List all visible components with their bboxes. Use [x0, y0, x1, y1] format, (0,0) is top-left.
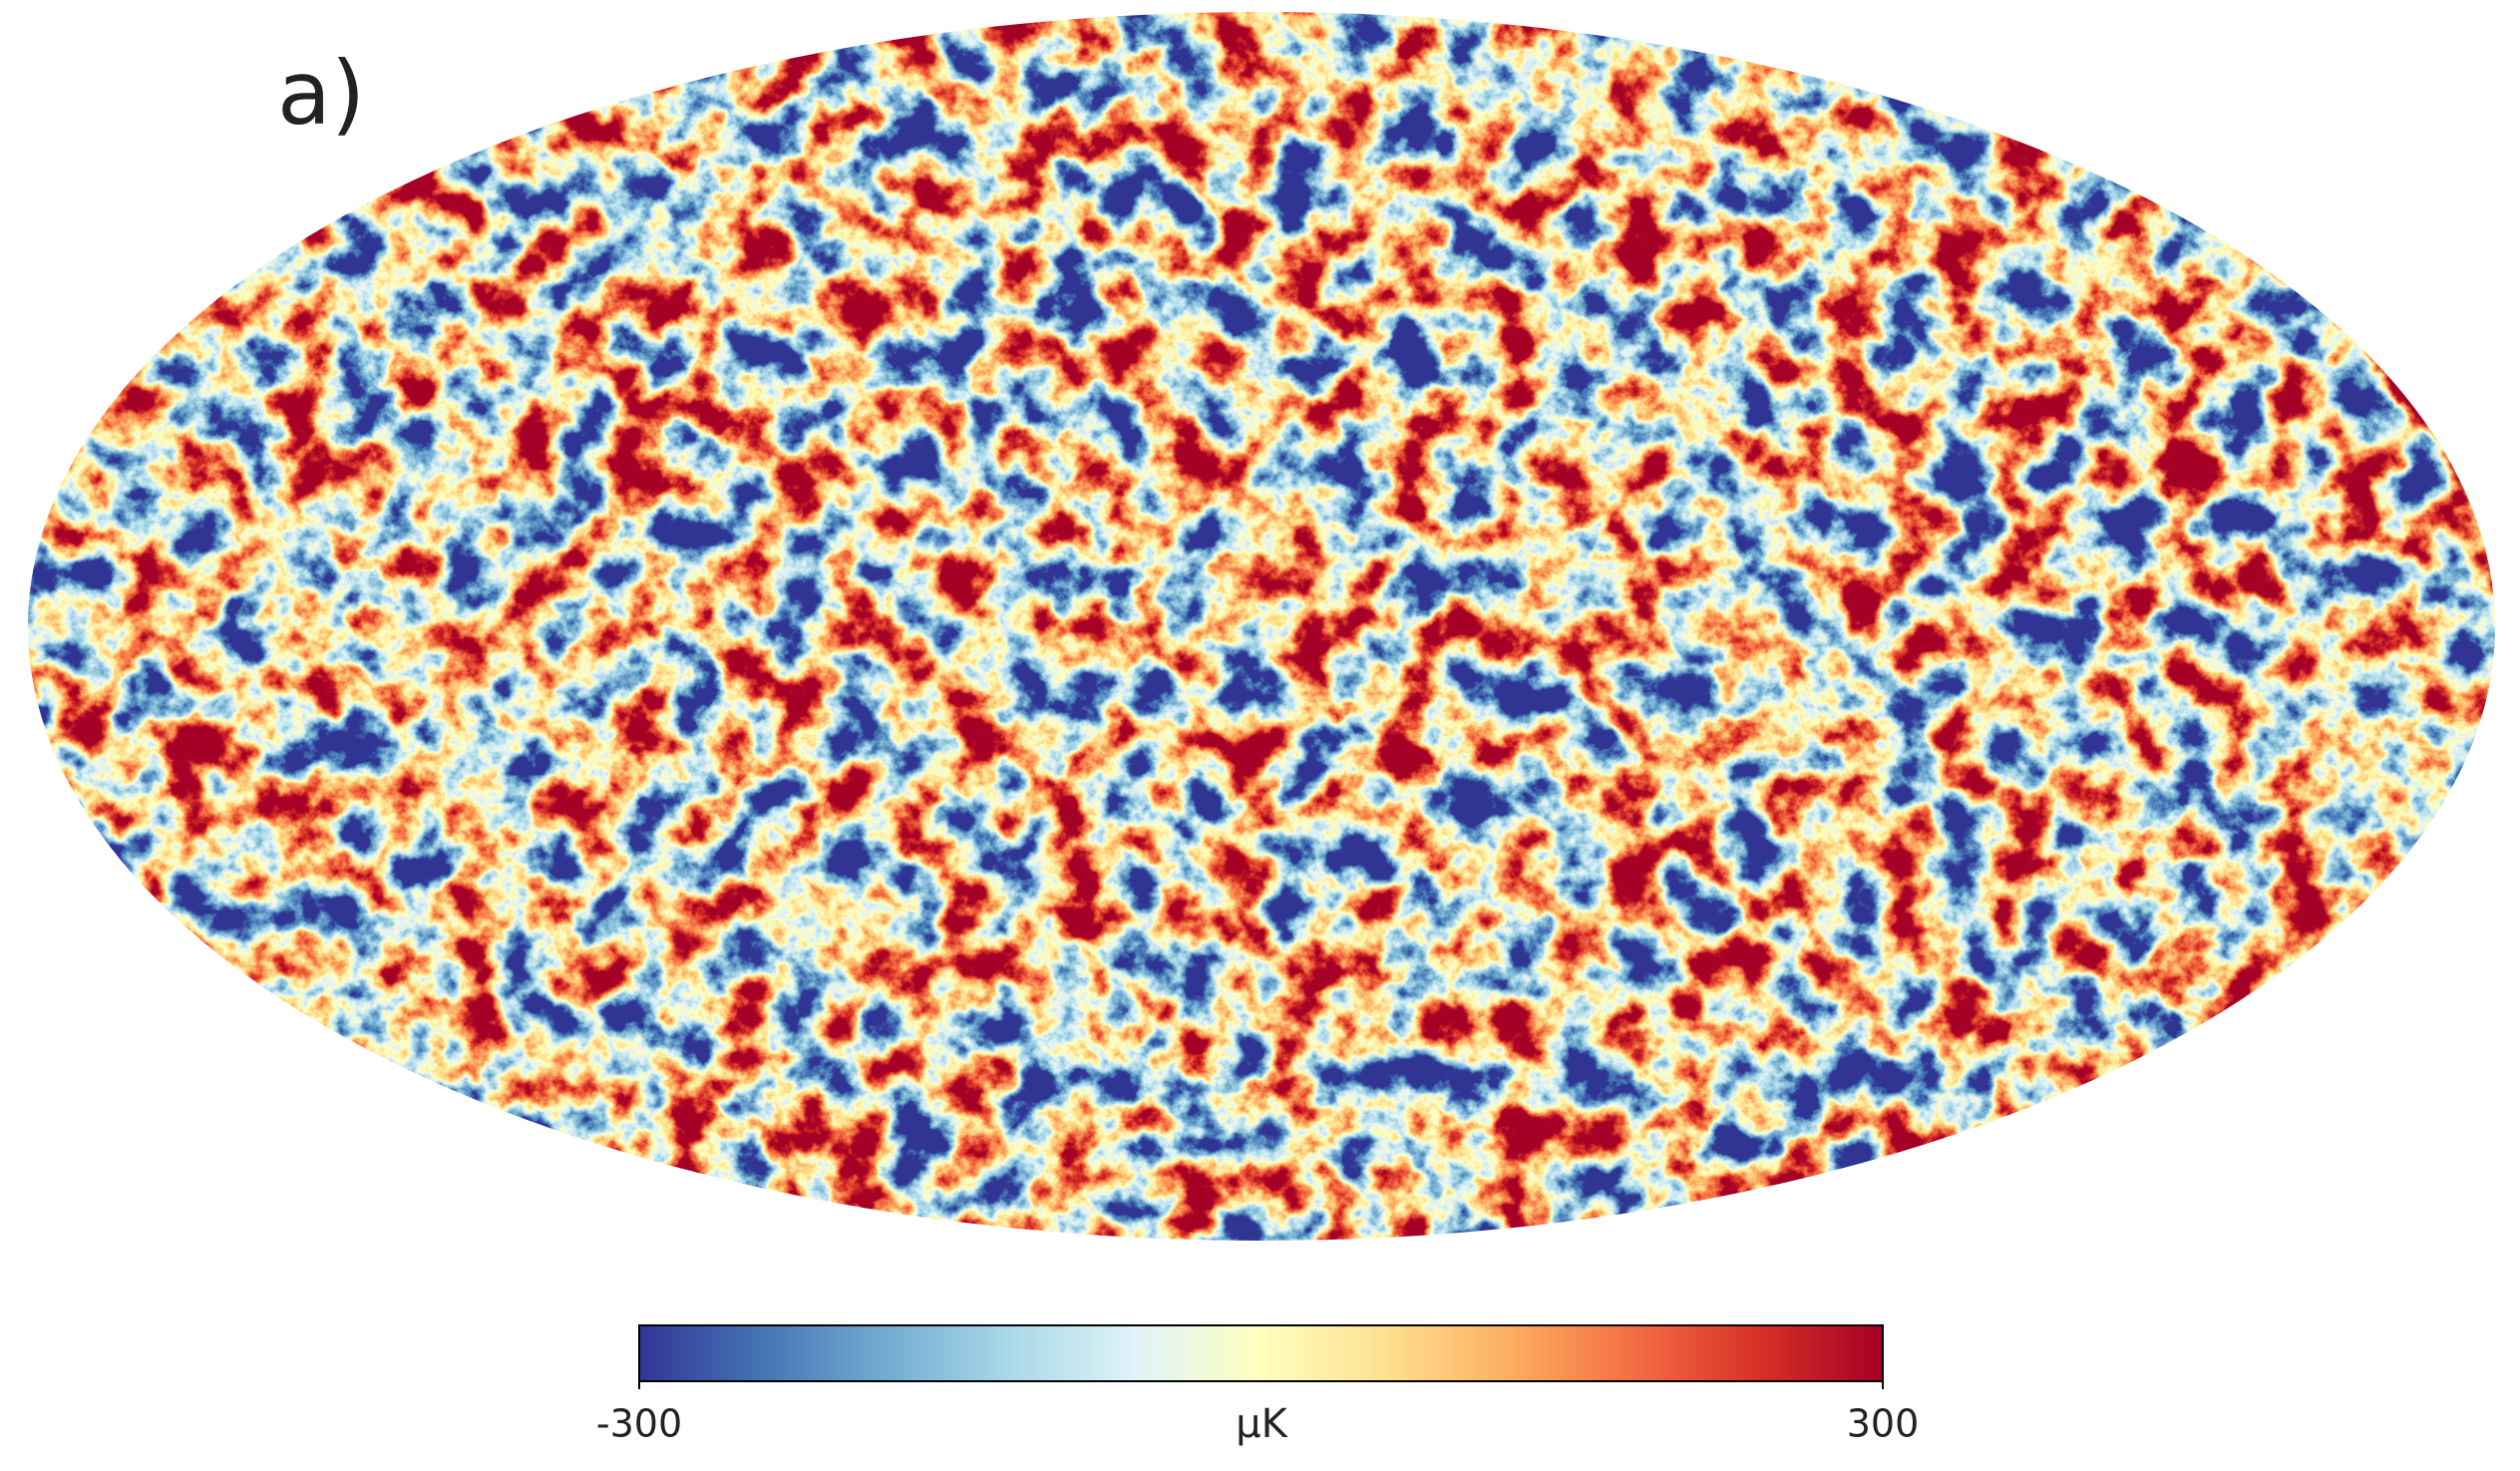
colorbar: [638, 1324, 1884, 1382]
panel-label: a): [277, 42, 365, 145]
colorbar-tick-label: -300: [596, 1402, 682, 1446]
colorbar-label: μK: [1236, 1401, 1288, 1447]
sky-map: [28, 12, 2495, 1241]
colorbar-tick-label: 300: [1847, 1402, 1920, 1446]
map-texture: [28, 12, 2495, 1241]
